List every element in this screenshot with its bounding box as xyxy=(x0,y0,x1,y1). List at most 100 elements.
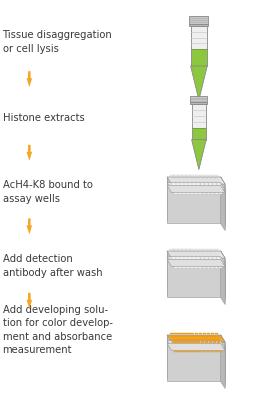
Polygon shape xyxy=(166,254,220,292)
Polygon shape xyxy=(180,344,184,346)
Polygon shape xyxy=(166,251,224,258)
Polygon shape xyxy=(215,252,218,253)
Polygon shape xyxy=(194,192,197,194)
Polygon shape xyxy=(190,266,193,268)
Polygon shape xyxy=(209,189,212,191)
Polygon shape xyxy=(194,249,197,250)
Polygon shape xyxy=(209,347,212,349)
Polygon shape xyxy=(200,184,203,185)
Polygon shape xyxy=(196,344,200,346)
Polygon shape xyxy=(166,177,220,215)
Polygon shape xyxy=(207,252,210,253)
Polygon shape xyxy=(172,260,176,262)
Polygon shape xyxy=(192,344,196,346)
Polygon shape xyxy=(198,192,201,194)
Polygon shape xyxy=(218,192,221,194)
Polygon shape xyxy=(193,347,196,349)
Polygon shape xyxy=(202,178,206,179)
Polygon shape xyxy=(212,258,215,259)
Polygon shape xyxy=(172,186,176,188)
Polygon shape xyxy=(210,175,213,176)
Polygon shape xyxy=(209,344,212,346)
Polygon shape xyxy=(184,260,188,262)
Polygon shape xyxy=(186,252,190,253)
Polygon shape xyxy=(206,192,209,194)
Polygon shape xyxy=(220,254,224,299)
Polygon shape xyxy=(190,66,207,100)
Polygon shape xyxy=(198,175,201,176)
Polygon shape xyxy=(203,339,207,340)
Polygon shape xyxy=(202,336,206,337)
Polygon shape xyxy=(186,192,189,194)
Polygon shape xyxy=(188,258,191,259)
Polygon shape xyxy=(196,258,199,259)
Polygon shape xyxy=(176,258,179,259)
Polygon shape xyxy=(190,252,194,253)
Polygon shape xyxy=(198,333,201,334)
Polygon shape xyxy=(212,184,215,185)
Polygon shape xyxy=(195,339,198,340)
Polygon shape xyxy=(191,255,194,256)
Polygon shape xyxy=(170,249,173,250)
Polygon shape xyxy=(214,249,217,250)
Polygon shape xyxy=(204,260,208,262)
Polygon shape xyxy=(176,186,180,188)
Polygon shape xyxy=(182,350,185,352)
FancyArrow shape xyxy=(26,293,32,309)
Polygon shape xyxy=(198,266,201,268)
Polygon shape xyxy=(212,342,215,343)
Polygon shape xyxy=(210,266,213,268)
Polygon shape xyxy=(180,258,183,259)
Polygon shape xyxy=(216,342,219,343)
Polygon shape xyxy=(188,16,208,24)
Polygon shape xyxy=(211,339,214,340)
Polygon shape xyxy=(170,333,173,334)
Polygon shape xyxy=(188,184,191,185)
Polygon shape xyxy=(192,258,195,259)
Polygon shape xyxy=(215,181,218,182)
Polygon shape xyxy=(198,178,202,179)
Polygon shape xyxy=(202,175,205,176)
Polygon shape xyxy=(174,249,177,250)
Polygon shape xyxy=(203,181,207,182)
Polygon shape xyxy=(183,339,186,340)
FancyArrow shape xyxy=(26,71,32,87)
Polygon shape xyxy=(184,184,187,185)
Polygon shape xyxy=(196,184,199,185)
Polygon shape xyxy=(207,178,210,179)
Polygon shape xyxy=(191,339,194,340)
Polygon shape xyxy=(214,175,217,176)
Polygon shape xyxy=(196,260,200,262)
Polygon shape xyxy=(192,184,195,185)
Polygon shape xyxy=(189,347,192,349)
Polygon shape xyxy=(210,192,213,194)
Polygon shape xyxy=(178,192,181,194)
Polygon shape xyxy=(180,184,183,185)
Polygon shape xyxy=(166,254,224,261)
Polygon shape xyxy=(212,186,216,188)
Polygon shape xyxy=(173,347,176,349)
Polygon shape xyxy=(205,189,208,191)
Polygon shape xyxy=(182,178,186,179)
Polygon shape xyxy=(178,336,182,337)
Polygon shape xyxy=(217,347,220,349)
Polygon shape xyxy=(178,333,181,334)
Polygon shape xyxy=(166,186,224,193)
Polygon shape xyxy=(211,252,214,253)
Polygon shape xyxy=(194,266,197,268)
Polygon shape xyxy=(186,178,190,179)
Polygon shape xyxy=(182,266,185,268)
Polygon shape xyxy=(180,260,184,262)
Polygon shape xyxy=(211,336,214,337)
Polygon shape xyxy=(181,347,184,349)
Polygon shape xyxy=(176,260,180,262)
Polygon shape xyxy=(181,263,184,265)
Polygon shape xyxy=(216,186,220,188)
Polygon shape xyxy=(174,336,178,337)
Polygon shape xyxy=(175,255,178,256)
Polygon shape xyxy=(209,263,212,265)
Polygon shape xyxy=(220,338,224,383)
Polygon shape xyxy=(192,186,196,188)
Polygon shape xyxy=(202,249,205,250)
Polygon shape xyxy=(220,335,224,380)
